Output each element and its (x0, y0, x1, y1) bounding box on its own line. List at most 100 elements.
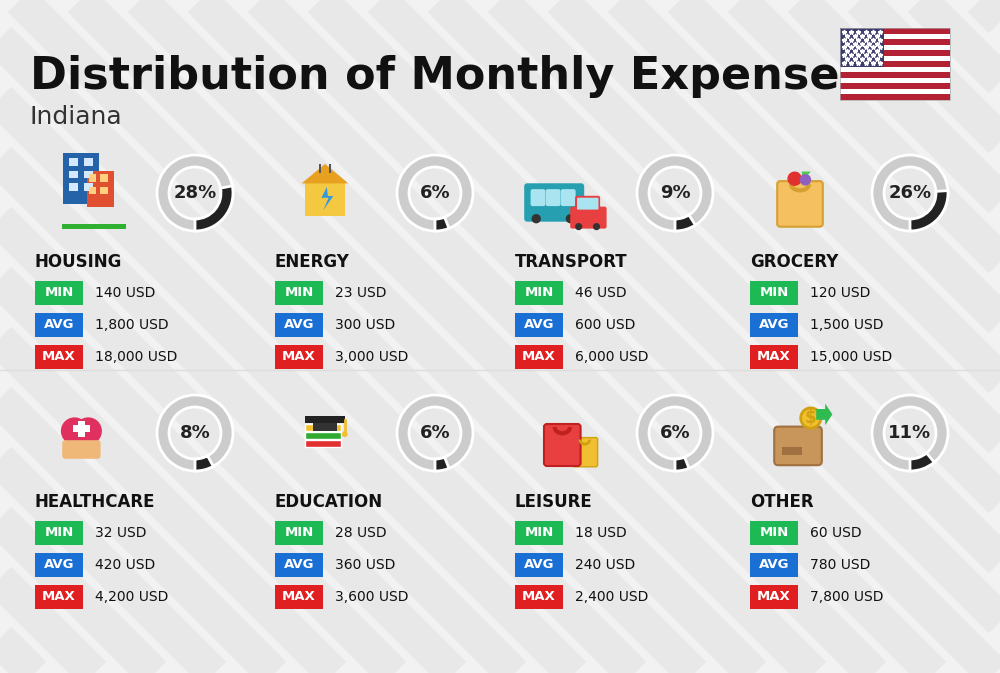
Bar (89, 174, 96, 182)
Bar (840, 89, 950, 94)
Text: 32 USD: 32 USD (95, 526, 146, 540)
Text: 6%: 6% (420, 424, 450, 442)
Polygon shape (302, 164, 348, 184)
Circle shape (575, 223, 582, 230)
Circle shape (61, 417, 88, 445)
Circle shape (342, 431, 348, 437)
Text: GROCERY: GROCERY (750, 253, 838, 271)
FancyBboxPatch shape (750, 345, 798, 369)
Wedge shape (435, 457, 449, 471)
Bar (840, 56, 950, 61)
FancyBboxPatch shape (572, 437, 598, 467)
Text: Distribution of Monthly Expenses: Distribution of Monthly Expenses (30, 55, 866, 98)
Text: AVG: AVG (44, 559, 74, 571)
Wedge shape (872, 395, 948, 471)
Wedge shape (872, 155, 948, 231)
Text: MIN: MIN (44, 526, 74, 540)
Bar (840, 67, 950, 72)
FancyBboxPatch shape (777, 181, 823, 227)
FancyBboxPatch shape (750, 521, 798, 545)
Text: AVG: AVG (284, 318, 314, 332)
Bar (840, 34, 950, 39)
Text: MIN: MIN (759, 287, 789, 299)
Wedge shape (910, 190, 948, 231)
Bar (840, 83, 950, 89)
Text: ENERGY: ENERGY (275, 253, 350, 271)
FancyBboxPatch shape (35, 345, 83, 369)
FancyBboxPatch shape (750, 313, 798, 337)
FancyBboxPatch shape (544, 424, 581, 466)
Text: 60 USD: 60 USD (810, 526, 862, 540)
FancyBboxPatch shape (62, 440, 101, 459)
Text: 1,500 USD: 1,500 USD (810, 318, 884, 332)
Bar (305, 424, 341, 431)
Circle shape (800, 174, 811, 186)
FancyBboxPatch shape (275, 345, 323, 369)
Bar (840, 44, 950, 50)
Bar (305, 184, 345, 216)
FancyBboxPatch shape (515, 281, 563, 305)
Text: MAX: MAX (757, 351, 791, 363)
FancyBboxPatch shape (275, 521, 323, 545)
Text: Indiana: Indiana (30, 105, 123, 129)
Bar (87, 171, 114, 207)
Text: 11%: 11% (888, 424, 932, 442)
FancyBboxPatch shape (561, 189, 576, 206)
FancyBboxPatch shape (750, 553, 798, 577)
Text: 28%: 28% (173, 184, 217, 202)
Text: HOUSING: HOUSING (35, 253, 122, 271)
Text: 6,000 USD: 6,000 USD (575, 350, 648, 364)
Text: 140 USD: 140 USD (95, 286, 155, 300)
FancyBboxPatch shape (275, 585, 323, 609)
Text: OTHER: OTHER (750, 493, 814, 511)
Polygon shape (68, 431, 95, 448)
Bar (69, 184, 78, 191)
Text: AVG: AVG (524, 318, 554, 332)
Bar (782, 448, 802, 455)
Bar (69, 171, 78, 178)
Wedge shape (157, 155, 233, 231)
Text: 300 USD: 300 USD (335, 318, 395, 332)
Text: 23 USD: 23 USD (335, 286, 386, 300)
Text: MAX: MAX (42, 590, 76, 604)
FancyBboxPatch shape (275, 281, 323, 305)
Text: AVG: AVG (284, 559, 314, 571)
Text: 6%: 6% (660, 424, 690, 442)
Text: MIN: MIN (759, 526, 789, 540)
FancyBboxPatch shape (35, 585, 83, 609)
Polygon shape (816, 404, 832, 425)
Text: 420 USD: 420 USD (95, 558, 155, 572)
Text: MAX: MAX (522, 351, 556, 363)
FancyBboxPatch shape (515, 585, 563, 609)
Polygon shape (802, 172, 811, 182)
FancyBboxPatch shape (774, 427, 822, 465)
Bar (319, 164, 321, 172)
Text: MAX: MAX (522, 590, 556, 604)
Bar (305, 431, 341, 439)
Text: TRANSPORT: TRANSPORT (515, 253, 628, 271)
Bar (840, 28, 884, 67)
Bar (69, 158, 78, 166)
Text: 120 USD: 120 USD (810, 286, 870, 300)
Wedge shape (435, 217, 449, 231)
Text: 7,800 USD: 7,800 USD (810, 590, 884, 604)
Text: 9%: 9% (660, 184, 690, 202)
Bar (84, 171, 93, 178)
FancyBboxPatch shape (515, 345, 563, 369)
Text: 4,200 USD: 4,200 USD (95, 590, 168, 604)
Bar (840, 78, 950, 83)
Wedge shape (157, 395, 233, 471)
Text: 15,000 USD: 15,000 USD (810, 350, 892, 364)
Text: MIN: MIN (524, 287, 554, 299)
Text: MAX: MAX (282, 590, 316, 604)
Text: 780 USD: 780 USD (810, 558, 870, 572)
Text: 28 USD: 28 USD (335, 526, 387, 540)
Text: EDUCATION: EDUCATION (275, 493, 383, 511)
Text: 6%: 6% (420, 184, 450, 202)
Wedge shape (397, 155, 473, 231)
Bar (305, 439, 341, 447)
Text: 46 USD: 46 USD (575, 286, 627, 300)
FancyBboxPatch shape (575, 196, 600, 211)
FancyBboxPatch shape (524, 183, 584, 221)
FancyBboxPatch shape (275, 553, 323, 577)
